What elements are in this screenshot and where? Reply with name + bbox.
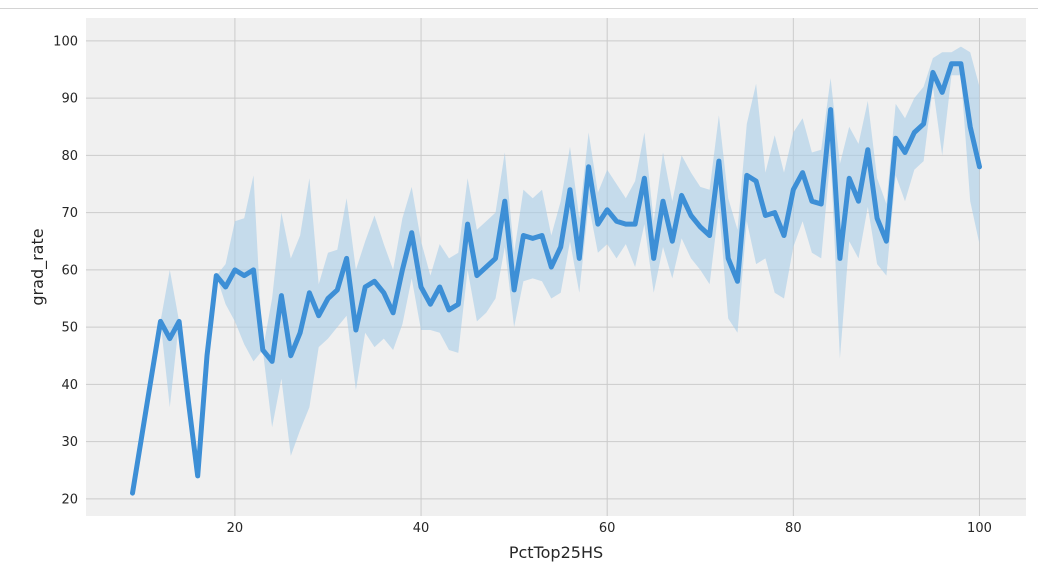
x-tick-label: 100	[967, 521, 992, 536]
y-tick-label: 70	[61, 206, 78, 221]
y-tick-label: 40	[61, 378, 78, 393]
x-tick-label: 80	[785, 521, 802, 536]
y-tick-label: 100	[53, 34, 78, 49]
confidence-band	[132, 46, 980, 494]
x-tick-label: 60	[599, 521, 616, 536]
y-tick-label: 20	[61, 492, 78, 507]
y-tick-label: 60	[61, 263, 78, 278]
x-tick-label: 20	[227, 521, 244, 536]
x-tick-label: 40	[413, 521, 430, 536]
y-axis-label: grad_rate	[28, 228, 48, 305]
x-axis-label: PctTop25HS	[509, 543, 603, 562]
grad-rate-line	[130, 61, 982, 496]
y-tick-label: 90	[61, 92, 78, 107]
y-tick-labels: 20 30 40 50 60 70 80 90 100	[53, 34, 78, 507]
x-tick-labels: 20 40 60 80 100	[227, 521, 992, 536]
top-toolbar-edge	[0, 0, 1038, 9]
y-tick-label: 80	[61, 149, 78, 164]
y-tick-label: 50	[61, 321, 78, 336]
y-tick-label: 30	[61, 435, 78, 450]
